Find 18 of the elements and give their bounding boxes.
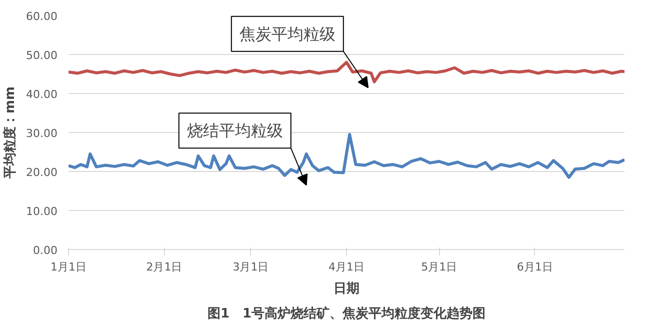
x-tick-label: 6月1日 <box>516 260 553 274</box>
x-axis-title: 日期 <box>334 282 360 296</box>
y-tick-label: 60.00 <box>26 10 58 23</box>
x-tick-label: 4月1日 <box>328 260 364 274</box>
annotation: 焦炭平均粒级 <box>239 24 336 44</box>
y-tick-label: 30.00 <box>26 127 58 140</box>
annotation: 烧结平均粒级 <box>186 121 283 140</box>
y-tick-label: 20.00 <box>26 166 58 179</box>
caption: 图1 1号高炉烧结矿、焦炭平均粒度变化趋势图 <box>207 306 486 322</box>
x-tick-label: 3月1日 <box>232 260 269 274</box>
y-tick-label: 0.00 <box>33 244 58 257</box>
y-tick-label: 50.00 <box>26 49 58 62</box>
x-tick-label: 2月1日 <box>146 260 182 274</box>
y-axis-title: 平均粒度：mm <box>2 86 18 180</box>
y-tick-label: 40.00 <box>26 88 58 101</box>
x-tick-label: 5月1日 <box>421 260 458 274</box>
y-tick-label: 10.00 <box>26 205 58 218</box>
x-tick-label: 1月1日 <box>50 260 86 274</box>
